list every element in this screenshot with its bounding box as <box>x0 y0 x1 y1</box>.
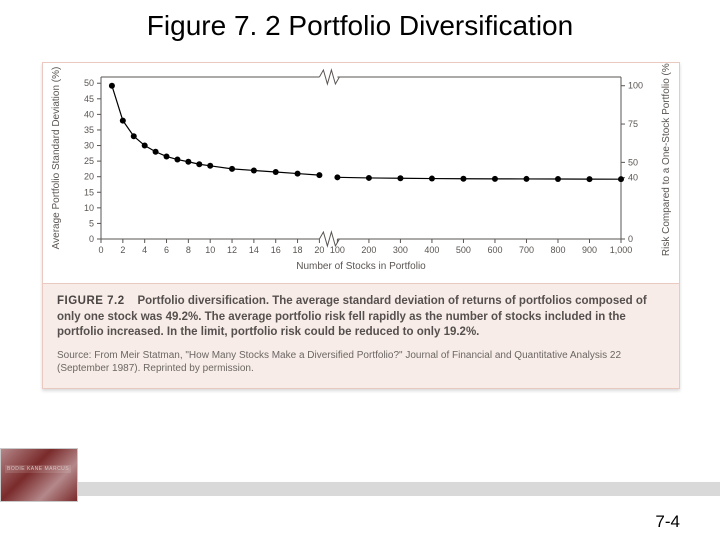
y-left-tick-label: 40 <box>84 109 94 119</box>
diversification-chart: 0510152025303540455004050751000246810121… <box>43 63 679 283</box>
caption-main: FIGURE 7.2 Portfolio diversification. Th… <box>57 294 665 341</box>
caption-body: Portfolio diversification. The average s… <box>57 295 647 338</box>
figure-card: 0510152025303540455004050751000246810121… <box>42 62 680 389</box>
series-marker <box>492 176 498 182</box>
x-tick-label: 1,000 <box>610 245 633 255</box>
series-marker <box>131 133 137 139</box>
y-left-tick-label: 30 <box>84 141 94 151</box>
x-tick-label: 16 <box>271 245 281 255</box>
x-tick-label: 20 <box>314 245 324 255</box>
series-marker <box>185 159 191 165</box>
footer-bar: BODIE KANE MARCUS <box>0 476 720 502</box>
caption-source: Source: From Meir Statman, "How Many Sto… <box>57 349 665 376</box>
source-label: Source: <box>57 350 91 361</box>
y-right-tick-label: 40 <box>628 173 638 183</box>
series-marker <box>618 176 624 182</box>
x-tick-label: 0 <box>98 245 103 255</box>
y-left-tick-label: 25 <box>84 156 94 166</box>
y-left-tick-label: 10 <box>84 203 94 213</box>
x-axis-title: Number of Stocks in Portfolio <box>296 261 426 272</box>
series-marker <box>523 176 529 182</box>
series-marker <box>460 176 466 182</box>
source-body: From Meir Statman, "How Many Stocks Make… <box>57 350 621 375</box>
y-left-tick-label: 20 <box>84 172 94 182</box>
series-line-b <box>337 177 621 179</box>
series-marker <box>555 176 561 182</box>
x-tick-label: 800 <box>550 245 565 255</box>
footer-grey-bar <box>78 482 720 496</box>
series-marker <box>142 143 148 149</box>
x-tick-label: 200 <box>361 245 376 255</box>
y-right-tick-label: 100 <box>628 81 643 91</box>
book-cover-thumbnail: BODIE KANE MARCUS <box>0 448 78 502</box>
y-right-tick-label: 0 <box>628 234 633 244</box>
y-right-tick-label: 75 <box>628 119 638 129</box>
series-marker <box>316 172 322 178</box>
series-marker <box>229 166 235 172</box>
x-tick-label: 600 <box>487 245 502 255</box>
y-left-tick-label: 0 <box>89 234 94 244</box>
x-tick-label: 300 <box>393 245 408 255</box>
y-left-tick-label: 45 <box>84 94 94 104</box>
x-tick-label: 12 <box>227 245 237 255</box>
y-left-axis-title: Average Portfolio Standard Deviation (%) <box>51 67 62 250</box>
x-tick-label: 6 <box>164 245 169 255</box>
x-tick-label: 2 <box>120 245 125 255</box>
series-line-a <box>112 86 319 175</box>
x-tick-label: 900 <box>582 245 597 255</box>
series-marker <box>586 176 592 182</box>
series-marker <box>174 157 180 163</box>
x-tick-label: 100 <box>330 245 345 255</box>
series-marker <box>164 153 170 159</box>
x-tick-label: 14 <box>249 245 259 255</box>
series-marker <box>334 174 340 180</box>
series-marker <box>153 149 159 155</box>
series-marker <box>109 83 115 89</box>
y-right-axis-title: Risk Compared to a One-Stock Portfolio (… <box>661 63 672 256</box>
series-marker <box>251 167 257 173</box>
y-left-tick-label: 5 <box>89 218 94 228</box>
series-marker <box>397 175 403 181</box>
x-tick-label: 400 <box>424 245 439 255</box>
figure-number: FIGURE 7.2 <box>57 295 125 307</box>
y-right-tick-label: 50 <box>628 157 638 167</box>
chart-area: 0510152025303540455004050751000246810121… <box>43 63 679 284</box>
page-number: 7-4 <box>655 512 680 532</box>
x-tick-label: 500 <box>456 245 471 255</box>
x-tick-label: 8 <box>186 245 191 255</box>
y-left-tick-label: 35 <box>84 125 94 135</box>
book-authors-label: BODIE KANE MARCUS <box>5 465 71 473</box>
slide-title: Figure 7. 2 Portfolio Diversification <box>0 10 720 42</box>
series-marker <box>196 161 202 167</box>
series-marker <box>120 118 126 124</box>
x-tick-label: 700 <box>519 245 534 255</box>
x-tick-label: 18 <box>293 245 303 255</box>
series-marker <box>295 171 301 177</box>
x-tick-label: 4 <box>142 245 147 255</box>
slide: Figure 7. 2 Portfolio Diversification 0 5… <box>0 0 720 540</box>
series-marker <box>207 163 213 169</box>
y-left-tick-label: 15 <box>84 187 94 197</box>
series-marker <box>366 175 372 181</box>
series-marker <box>273 169 279 175</box>
series-marker <box>429 176 435 182</box>
y-left-tick-label: 50 <box>84 78 94 88</box>
x-tick-label: 10 <box>205 245 215 255</box>
caption-area: FIGURE 7.2 Portfolio diversification. Th… <box>43 284 679 388</box>
